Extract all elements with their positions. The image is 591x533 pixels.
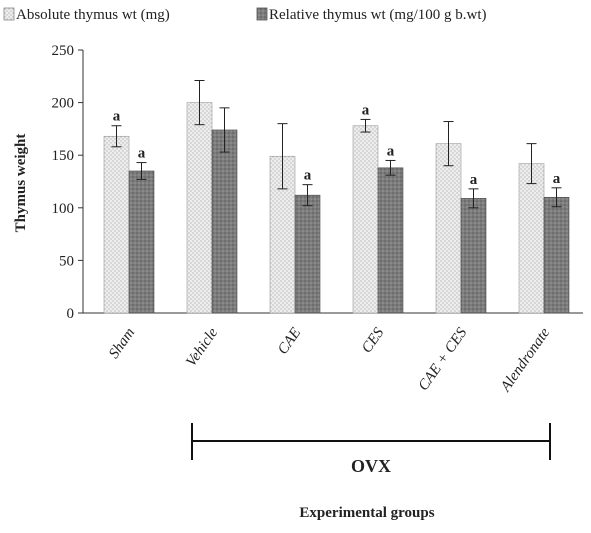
- error-bar-marks: [111, 80, 562, 209]
- bar-relative: [377, 167, 404, 314]
- y-tick-label: 50: [59, 253, 74, 269]
- significance-label: a: [387, 143, 395, 159]
- legend: Absolute thymus wt (mg) Relative thymus …: [3, 7, 486, 23]
- bar-relative: [128, 170, 155, 314]
- category-label: CAE: [275, 325, 304, 357]
- bar-relative: [211, 129, 238, 314]
- y-tick-label: 150: [52, 148, 75, 164]
- x-axis-title: Experimental groups: [299, 505, 434, 521]
- category-label: Vehicle: [183, 325, 221, 370]
- category-label: Sham: [106, 325, 138, 362]
- significance-label: a: [304, 168, 312, 184]
- y-tick-label: 100: [52, 201, 75, 217]
- bar-relative: [460, 198, 487, 314]
- bar-absolute: [103, 135, 130, 314]
- significance-labels: a a a a a a a: [113, 102, 561, 187]
- y-tick-label: 200: [52, 96, 75, 112]
- significance-label: a: [553, 171, 561, 187]
- significance-label: a: [362, 102, 370, 118]
- category-label: CAE + CES: [416, 325, 471, 394]
- legend-label-absolute: Absolute thymus wt (mg): [16, 7, 170, 23]
- bar-absolute: [518, 163, 545, 314]
- significance-label: a: [138, 146, 146, 162]
- significance-label: a: [113, 109, 121, 125]
- bar-marks: [103, 102, 570, 314]
- ovx-label: OVX: [351, 456, 391, 476]
- ovx-bracket: OVX: [191, 423, 551, 476]
- significance-label: a: [470, 172, 478, 188]
- category-label: Alendronate: [497, 325, 553, 396]
- bar-absolute: [186, 102, 213, 314]
- y-tick-labels: 0 50 100 150 200 250: [52, 43, 83, 322]
- y-tick-label: 0: [67, 306, 75, 322]
- y-axis-title: Thymus weight: [13, 134, 29, 233]
- legend-swatch-relative: [256, 7, 268, 21]
- bar-absolute: [352, 125, 379, 314]
- legend-swatch-absolute: [3, 7, 15, 21]
- bar-relative: [294, 194, 321, 314]
- y-tick-label: 250: [52, 43, 75, 59]
- category-label: CES: [359, 325, 388, 356]
- bar-relative: [543, 196, 570, 314]
- legend-label-relative: Relative thymus wt (mg/100 g b.wt): [269, 7, 486, 23]
- bar-absolute: [435, 143, 462, 314]
- category-labels: Sham Vehicle CAE CES CAE + CES Alendronate: [106, 325, 553, 396]
